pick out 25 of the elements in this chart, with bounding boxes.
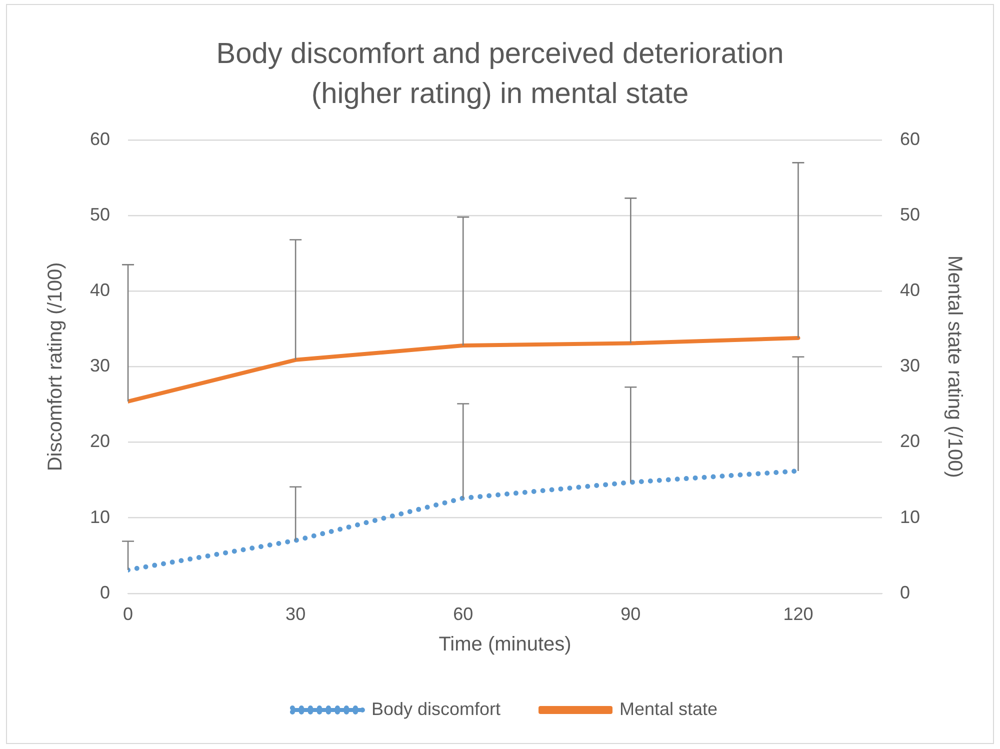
x-tick-label: 90 bbox=[620, 604, 641, 624]
y2-tick-label: 30 bbox=[900, 356, 920, 376]
y2-tick-label: 60 bbox=[900, 128, 920, 149]
y-tick-label: 10 bbox=[90, 506, 110, 527]
y2-tick-label: 20 bbox=[900, 431, 920, 452]
x-tick-label: 60 bbox=[453, 604, 474, 624]
legend-label: Body discomfort bbox=[371, 698, 501, 719]
y-tick-label: 50 bbox=[90, 204, 110, 225]
y2-tick-label: 10 bbox=[900, 506, 920, 527]
y2-tick-label: 40 bbox=[900, 280, 920, 300]
x-tick-label: 0 bbox=[123, 604, 134, 624]
y-tick-label: 60 bbox=[90, 128, 110, 149]
legend-label: Mental state bbox=[620, 698, 718, 719]
x-tick-label: 120 bbox=[783, 604, 814, 624]
y-tick-label: 20 bbox=[90, 431, 110, 452]
x-tick-label: 30 bbox=[286, 604, 306, 624]
y2-tick-label: 0 bbox=[900, 582, 910, 602]
y-tick-label: 0 bbox=[100, 582, 110, 602]
y-tick-label: 40 bbox=[90, 280, 110, 300]
y-tick-label: 30 bbox=[90, 356, 110, 376]
y2-tick-label: 50 bbox=[900, 204, 920, 225]
y2-axis-title: Mental state rating (/100) bbox=[943, 256, 966, 478]
chart-title: Body discomfort and perceived deterioration (higher rating) in mental state bbox=[215, 37, 785, 112]
x-axis-title: Time (minutes) bbox=[438, 634, 572, 656]
y-axis-title: Discomfort rating (/100) bbox=[44, 262, 67, 472]
